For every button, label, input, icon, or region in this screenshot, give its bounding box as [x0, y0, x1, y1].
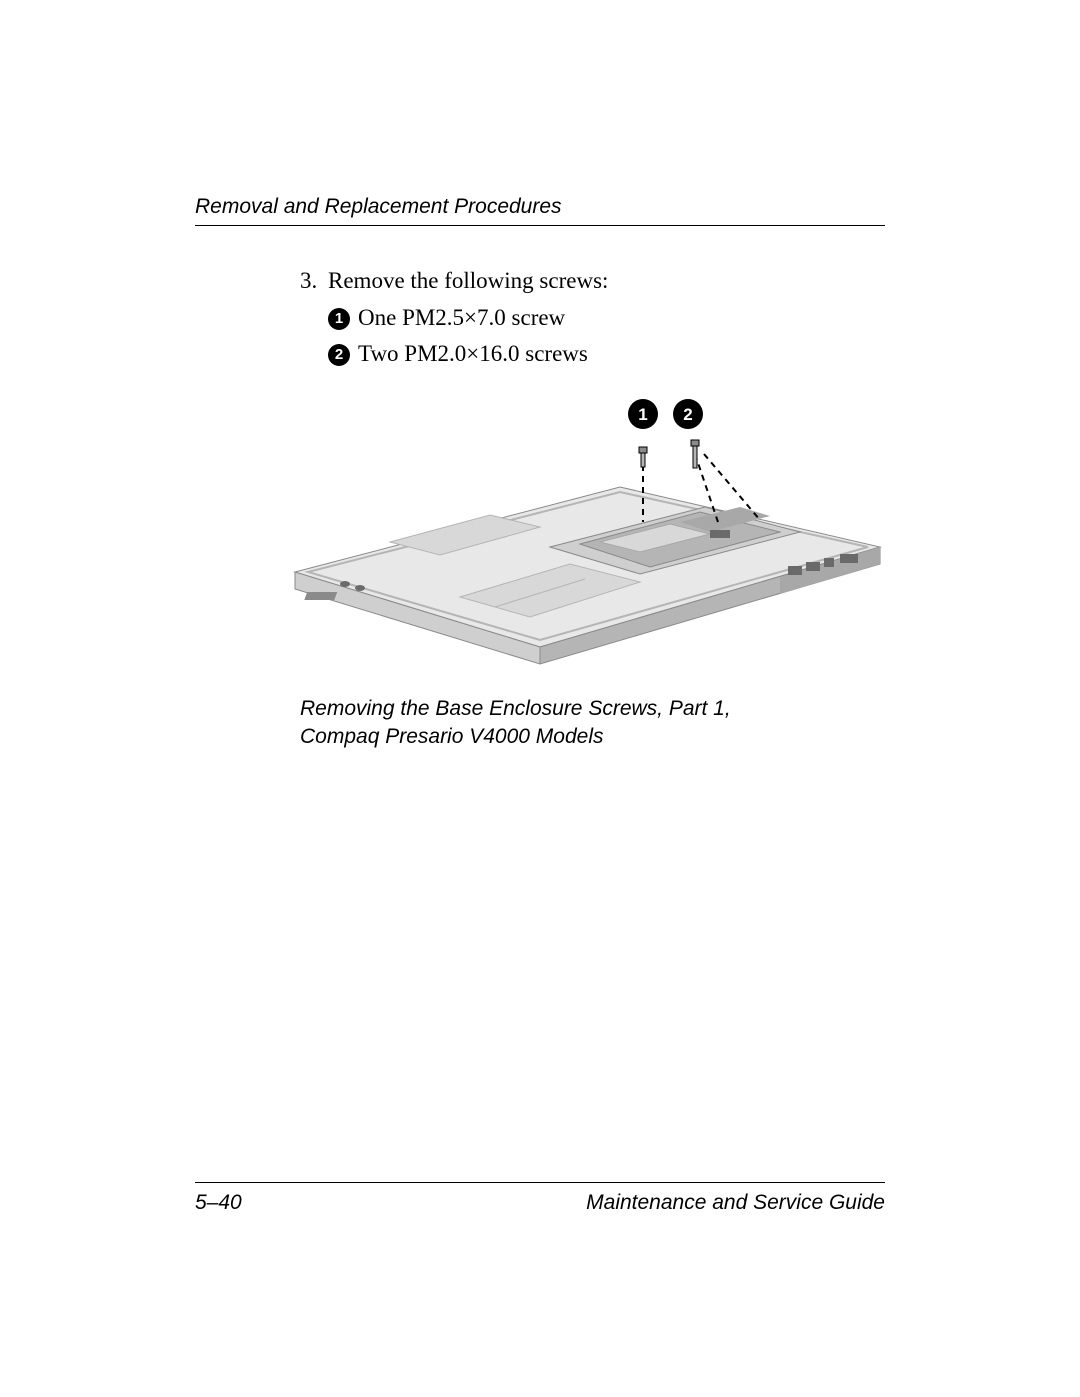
footer-title: Maintenance and Service Guide — [586, 1191, 885, 1215]
header-title: Removal and Replacement Procedures — [195, 195, 562, 218]
svg-text:2: 2 — [683, 405, 692, 424]
caption-line-2: Compaq Presario V4000 Models — [300, 723, 885, 751]
content-block: 3. Remove the following screws: 1 One PM… — [195, 264, 885, 751]
bullet-line: 2 Two PM2.0×16.0 screws — [328, 337, 885, 372]
page: Removal and Replacement Procedures 3. Re… — [0, 0, 1080, 1397]
callout-1-icon: 1 — [328, 308, 350, 330]
figure-callout-1-icon: 1 — [628, 399, 658, 429]
bullet-text: One PM2.5×7.0 screw — [358, 301, 565, 336]
page-number: 5–40 — [195, 1191, 242, 1215]
step-body: Remove the following screws: 1 One PM2.5… — [328, 264, 885, 372]
step-item: 3. Remove the following screws: 1 One PM… — [300, 264, 885, 372]
laptop-base-illustration: 1 2 — [240, 392, 885, 672]
footer: 5–40 Maintenance and Service Guide — [195, 1182, 885, 1215]
bullet-line: 1 One PM2.5×7.0 screw — [328, 301, 885, 336]
step-number: 3. — [300, 264, 328, 372]
figure-caption: Removing the Base Enclosure Screws, Part… — [300, 695, 885, 752]
bullet-text: Two PM2.0×16.0 screws — [358, 337, 588, 372]
callout-2-icon: 2 — [328, 344, 350, 366]
figure: 1 2 — [240, 392, 885, 677]
svg-text:1: 1 — [638, 405, 647, 424]
step-text: Remove the following screws: — [328, 264, 885, 299]
caption-line-1: Removing the Base Enclosure Screws, Part… — [300, 695, 885, 723]
figure-callout-2-icon: 2 — [673, 399, 703, 429]
header-rule: Removal and Replacement Procedures — [195, 195, 885, 226]
